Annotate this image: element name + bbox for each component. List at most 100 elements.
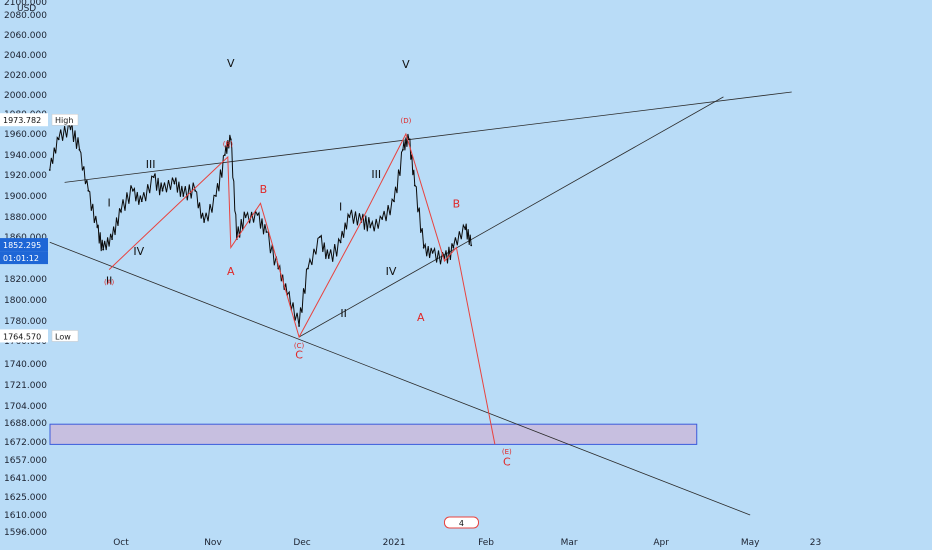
x-tick-label: Dec xyxy=(293,538,310,548)
y-tick-label: 1940.000 xyxy=(4,151,47,161)
y-tick-label: 1920.000 xyxy=(4,171,47,181)
price-point xyxy=(298,325,300,327)
y-tick-label: 1688.000 xyxy=(4,419,47,429)
candle-countdown-badge: 01:01:12 xyxy=(0,251,48,265)
price-point xyxy=(256,214,259,216)
y-tick-label: 2060.000 xyxy=(4,31,47,41)
wave-label: V xyxy=(402,58,410,71)
wave-label: V xyxy=(227,57,235,70)
price-point xyxy=(223,154,226,156)
price-line xyxy=(49,122,472,327)
price-point xyxy=(182,195,185,197)
y-tick-label: 1880.000 xyxy=(4,213,47,223)
channel-line xyxy=(64,91,792,183)
wave-label: B xyxy=(260,183,268,196)
channel-line xyxy=(49,241,751,516)
price-point xyxy=(327,257,330,259)
y-tick-label: 1704.000 xyxy=(4,402,47,412)
price-point xyxy=(203,221,205,223)
price-point xyxy=(381,218,384,220)
wave-label: C xyxy=(295,348,303,361)
wave-label: (D) xyxy=(400,117,411,125)
price-point xyxy=(102,248,105,251)
y-tick-label: 2020.000 xyxy=(4,71,47,81)
price-point xyxy=(318,236,321,238)
price-point xyxy=(265,231,268,233)
price-point xyxy=(307,267,309,270)
y-tick-label: 1960.000 xyxy=(4,130,47,140)
y-tick-label: 1672.000 xyxy=(4,438,47,448)
y-tick-label: 1641.000 xyxy=(4,474,47,484)
price-point xyxy=(452,246,455,249)
wave-count-line xyxy=(108,132,496,445)
price-point xyxy=(339,241,342,244)
wave-label: (A) xyxy=(104,278,115,286)
price-point xyxy=(131,189,134,192)
wave-label: IV xyxy=(133,245,144,258)
x-tick-label: May xyxy=(741,538,760,548)
price-point xyxy=(229,138,232,141)
wave-label: IV xyxy=(386,265,397,278)
price-point xyxy=(57,138,60,141)
low-price-badge-tag xyxy=(51,330,79,342)
wave-label: B xyxy=(453,198,461,211)
candle-countdown-badge-box xyxy=(0,251,48,265)
channel-line xyxy=(298,96,724,338)
price-point xyxy=(161,189,164,192)
y-tick-label: 1657.000 xyxy=(4,456,47,466)
price-point xyxy=(369,226,372,228)
high-price-badge: 1973.782 High xyxy=(0,113,79,127)
wave-label: II xyxy=(106,274,113,287)
y-tick-label: 1800.000 xyxy=(4,296,47,306)
wave-label: A xyxy=(227,265,235,278)
high-price-badge-value: 1973.782 xyxy=(3,116,41,125)
current-price-badge-value: 1852.295 xyxy=(3,241,41,250)
price-point xyxy=(120,210,122,213)
current-price-badge-box xyxy=(0,238,48,252)
low-price-badge-value: 1764.570 xyxy=(3,332,41,341)
event-badge-number: 4 xyxy=(459,519,464,528)
y-tick-label: 1900.000 xyxy=(4,192,47,202)
y-axis-unit: USD xyxy=(17,4,36,14)
price-point xyxy=(215,195,217,197)
price-point xyxy=(87,189,90,192)
y-tick-label: 1625.000 xyxy=(4,493,47,503)
price-point xyxy=(348,216,351,218)
y-tick-label: 1820.000 xyxy=(4,275,47,285)
price-point xyxy=(431,251,434,254)
wave-label: I xyxy=(108,197,111,210)
price-point xyxy=(422,246,425,249)
price-point xyxy=(48,169,51,171)
price-point xyxy=(393,200,395,203)
price-point xyxy=(244,216,247,218)
price-point xyxy=(140,200,143,203)
wave-label: III xyxy=(146,158,156,171)
x-tick-label: Apr xyxy=(653,538,669,548)
wave-label: III xyxy=(371,168,381,181)
current-price-badge: 1852.295 xyxy=(0,238,48,252)
event-badge: 4 xyxy=(443,516,479,529)
x-tick-label: 23 xyxy=(810,538,821,548)
price-point xyxy=(96,226,99,228)
y-tick-label: 1596.000 xyxy=(4,528,47,538)
low-price-badge-box xyxy=(0,329,48,343)
y-tick-label: 2040.000 xyxy=(4,51,47,61)
price-point xyxy=(111,238,113,241)
y-tick-label: 1780.000 xyxy=(4,317,47,327)
wave-label: II xyxy=(340,307,347,320)
x-tick-label: Feb xyxy=(478,538,494,548)
event-badge-box xyxy=(443,516,479,529)
candle-countdown-badge-value: 01:01:12 xyxy=(3,254,39,263)
y-tick-label: 1721.000 xyxy=(4,381,47,391)
price-point xyxy=(69,128,72,130)
x-tick-label: Oct xyxy=(113,538,129,548)
price-point xyxy=(402,148,404,151)
price-point xyxy=(152,176,155,179)
target-zone xyxy=(49,423,698,445)
price-point xyxy=(407,138,410,141)
wave-label: (E) xyxy=(502,448,512,456)
high-price-badge-tag xyxy=(51,113,79,126)
price-point xyxy=(464,228,467,230)
